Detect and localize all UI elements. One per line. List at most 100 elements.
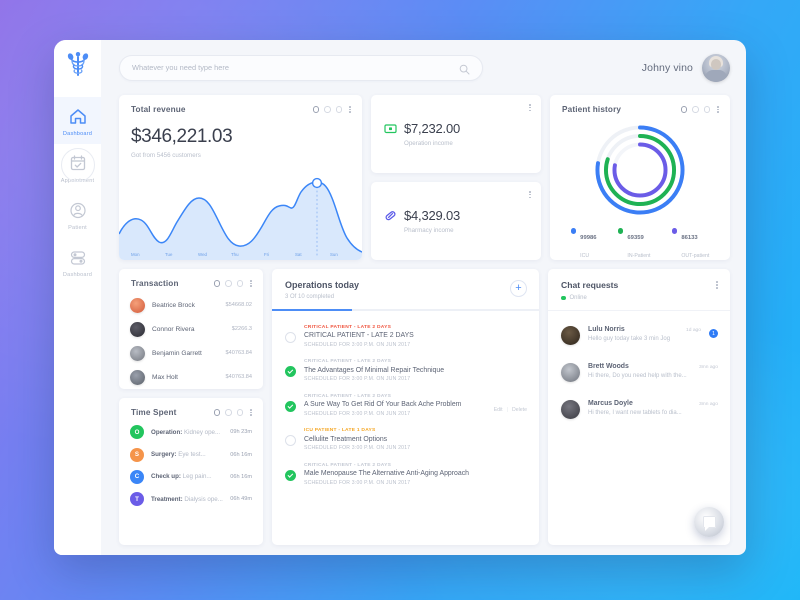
sidebar-item-dashboard[interactable]: Dashboard: [54, 97, 101, 144]
list-item[interactable]: Brett Woods 3mn ago Hi there, Do you nee…: [561, 354, 718, 391]
card-controls[interactable]: [213, 279, 252, 288]
legend-label: IN-Patient: [627, 253, 651, 259]
search-bar[interactable]: [119, 54, 483, 81]
chat-requests-card: Chat requests Online: [548, 269, 730, 545]
floating-chat-button[interactable]: [694, 507, 724, 537]
card-controls[interactable]: [680, 105, 719, 114]
more-options-icon[interactable]: [716, 281, 718, 289]
more-options-icon[interactable]: [717, 105, 719, 114]
action-separator: |: [506, 407, 508, 414]
chat-body: Lulu Norris 1d ago Hello guy today take …: [588, 326, 701, 345]
add-operation-button[interactable]: +: [510, 280, 527, 297]
chat-message-preview: Hi there, Do you need help with the...: [588, 372, 687, 379]
money-bill-icon: [384, 122, 397, 135]
transaction-amount: $40763.84: [225, 374, 252, 380]
table-row[interactable]: Benjamin Garrett $40763.84: [130, 341, 252, 365]
more-options-icon[interactable]: [349, 105, 351, 114]
income-label: Pharmacy income: [404, 227, 454, 234]
operation-name: Male Menopause The Alternative Anti-Agin…: [304, 470, 469, 478]
caduceus-medical-icon: [65, 51, 91, 79]
pharmacy-income-card: $4,329.03 Pharmacy income: [371, 182, 541, 260]
search-input[interactable]: [132, 63, 459, 72]
circle-option-icon[interactable]: [324, 106, 331, 113]
avatar-body: [705, 69, 727, 82]
income-label: Operation income: [404, 140, 453, 147]
checkbox-checked-icon[interactable]: [285, 366, 296, 378]
card-title: Chat requests: [561, 280, 619, 290]
operation-body: CRITICAL PATIENT - LATE 2 DAYS Male Meno…: [304, 463, 527, 486]
table-row[interactable]: Connor Rivera $2266.3: [130, 317, 252, 341]
circle-option-icon[interactable]: [335, 106, 343, 113]
card-controls[interactable]: [213, 408, 252, 417]
list-item[interactable]: CRITICAL PATIENT - LATE 2 DAYS CRITICAL …: [285, 319, 527, 354]
avatar[interactable]: [702, 53, 730, 82]
circle-option-icon[interactable]: [213, 409, 221, 416]
income-row: $7,232.00: [371, 95, 541, 136]
circle-option-icon[interactable]: [225, 409, 232, 416]
sidebar-item-label: Dashboard: [62, 131, 93, 137]
circle-option-icon[interactable]: [692, 106, 699, 113]
chat-name-row: Marcus Doyle 3mn ago: [588, 400, 718, 407]
transaction-list: Beatrice Brock $54668.02 Connor Rivera $…: [119, 288, 263, 389]
income-amount: $4,329.03: [404, 208, 461, 223]
list-item[interactable]: S Surgery: Eye test... 06h 16m: [130, 443, 252, 465]
checkbox-unchecked-icon[interactable]: [285, 331, 296, 343]
status-badge: CRITICAL PATIENT - LATE 2 DAYS: [304, 393, 392, 399]
list-item[interactable]: Lulu Norris 1d ago Hello guy today take …: [561, 317, 718, 354]
edit-link[interactable]: Edit: [493, 407, 503, 414]
legend-label: ICU: [580, 253, 590, 259]
circle-option-icon[interactable]: [312, 106, 320, 113]
checkbox-checked-icon[interactable]: [285, 469, 296, 481]
avatar-face: [711, 58, 721, 70]
more-options-icon[interactable]: [250, 279, 252, 288]
sidebar-item-patient[interactable]: Patient: [54, 191, 101, 238]
chat-timestamp: 1d ago: [686, 328, 701, 333]
table-row[interactable]: Max Holt $40763.84: [130, 365, 252, 389]
operation-income-card: $7,232.00 Operation income: [371, 95, 541, 173]
time-spent-detail: Eye test...: [178, 451, 206, 459]
operation-schedule: SCHEDULED FOR 3:00 P.M. ON JUN 2017: [304, 341, 411, 348]
circle-option-icon[interactable]: [680, 106, 688, 113]
circle-option-icon[interactable]: [703, 106, 711, 113]
checkbox-unchecked-icon[interactable]: [285, 435, 296, 447]
list-item[interactable]: CRITICAL PATIENT - LATE 2 DAYS The Advan…: [285, 354, 527, 389]
user-menu[interactable]: Johny vino: [642, 53, 730, 82]
list-item[interactable]: Marcus Doyle 3mn ago Hi there, I want ne…: [561, 391, 718, 428]
circle-option-icon[interactable]: [225, 280, 232, 287]
search-icon[interactable]: [459, 62, 470, 75]
delete-link[interactable]: Delete: [512, 407, 527, 414]
sidebar-item-appointment[interactable]: Appointment: [54, 144, 101, 191]
card-controls[interactable]: [312, 105, 351, 114]
circle-option-icon[interactable]: [236, 409, 244, 416]
time-spent-duration: 06h 49m: [230, 496, 252, 503]
list-item[interactable]: T Treatment: Dialysis ope... 06h 49m: [130, 488, 252, 510]
chat-bubble-icon: [702, 516, 716, 531]
time-spent-detail: Dialysis ope...: [184, 495, 223, 503]
more-options-icon[interactable]: [250, 408, 252, 417]
total-revenue-card: Total revenue $346,221.03 Got from 5456 …: [119, 95, 362, 260]
circle-option-icon[interactable]: [213, 280, 221, 287]
transaction-name: Beatrice Brock: [152, 301, 195, 309]
legend-item: 86133 OUT-patient: [671, 226, 709, 260]
revenue-subtitle: Got from 5456 customers: [131, 152, 201, 159]
sidebar-item-dashboard-2[interactable]: Dashboard: [54, 238, 101, 285]
circle-option-icon[interactable]: [236, 280, 244, 287]
list-item[interactable]: C Check up: Leg pain... 06h 16m: [130, 466, 252, 488]
svg-text:Wed: Wed: [198, 252, 208, 257]
list-item[interactable]: ICU PATIENT - LATE 1 DAYS Cellulite Trea…: [285, 423, 527, 458]
progress-bar: [272, 309, 539, 312]
svg-text:Sun: Sun: [330, 252, 338, 257]
income-column: $7,232.00 Operation income: [371, 95, 541, 260]
list-item[interactable]: CRITICAL PATIENT - LATE 2 DAYS A Sure Wa…: [285, 388, 527, 423]
table-row[interactable]: Beatrice Brock $54668.02: [130, 293, 252, 317]
checkbox-checked-icon[interactable]: [285, 400, 296, 412]
operation-body: ICU PATIENT - LATE 1 DAYS Cellulite Trea…: [304, 428, 527, 451]
more-options-icon[interactable]: [529, 191, 531, 199]
more-options-icon[interactable]: [529, 104, 531, 112]
list-item[interactable]: CRITICAL PATIENT - LATE 2 DAYS Male Meno…: [285, 457, 527, 492]
operations-list: CRITICAL PATIENT - LATE 2 DAYS CRITICAL …: [272, 311, 539, 545]
time-spent-duration: 06h 16m: [230, 473, 252, 480]
legend-value: 86133: [681, 235, 698, 241]
list-item[interactable]: O Operation: Kidney ope... 09h 23m: [130, 421, 252, 443]
chat-timestamp: 3mn ago: [698, 402, 718, 407]
